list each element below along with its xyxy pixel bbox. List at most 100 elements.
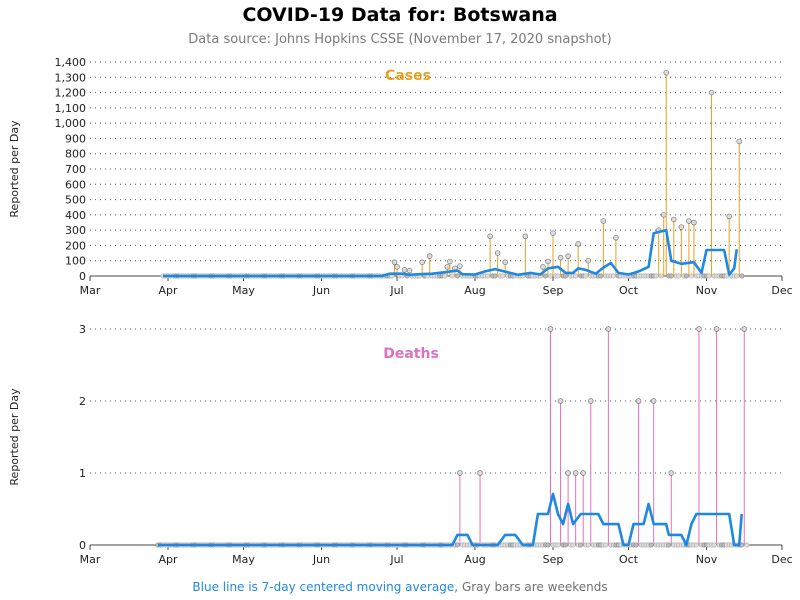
value-marker [557, 398, 564, 404]
x-tick-label: Dec [771, 284, 792, 297]
value-marker [741, 326, 748, 332]
value-marker [494, 250, 501, 256]
panel-title: Cases [385, 68, 431, 84]
y-tick-label: 100 [65, 255, 86, 268]
value-marker [457, 470, 463, 476]
panel-title: Deaths [383, 346, 439, 362]
x-tick-label: Aug [464, 284, 485, 297]
y-tick-label: 700 [65, 163, 86, 176]
value-marker [600, 218, 607, 224]
zero-value-marker [744, 542, 750, 548]
zero-value-marker [676, 273, 682, 279]
value-marker [686, 218, 692, 224]
value-marker [613, 235, 619, 241]
y-tick-label: 1,200 [55, 87, 87, 100]
moving-average-line [163, 228, 738, 278]
x-tick-label: Jul [389, 553, 403, 566]
value-marker [678, 224, 685, 230]
zero-value-marker [454, 542, 460, 548]
zero-value-marker [668, 273, 674, 279]
zero-value-marker [500, 273, 506, 279]
value-marker [650, 398, 657, 404]
value-marker [713, 326, 720, 332]
y-tick-label: 0 [79, 270, 86, 283]
zero-value-marker [583, 273, 589, 279]
value-marker [585, 257, 591, 264]
chart-subtitle: Data source: Johns Hopkins CSSE (Novembe… [188, 32, 612, 47]
x-tick-label: Jun [312, 284, 330, 297]
y-tick-label: 500 [65, 194, 86, 207]
value-marker [605, 326, 612, 332]
zero-value-marker [658, 273, 664, 279]
y-tick-label: 1,400 [55, 56, 87, 69]
zero-value-marker [542, 273, 548, 279]
zero-value-marker [603, 542, 609, 548]
x-tick-label: Aug [464, 553, 485, 566]
zero-value-marker [563, 273, 569, 279]
value-marker [726, 213, 732, 220]
x-tick-label: Apr [158, 553, 178, 566]
value-marker [540, 264, 546, 270]
x-tick-label: Apr [158, 284, 178, 297]
zero-value-marker [598, 273, 604, 279]
footer-average-note: Blue line is 7-day centered moving avera… [192, 580, 459, 594]
value-marker [557, 254, 564, 261]
y-tick-label: 400 [65, 209, 86, 222]
chart-footer: Blue line is 7-day centered moving avera… [0, 580, 800, 594]
value-marker [502, 259, 508, 265]
value-marker [691, 219, 697, 226]
zero-value-marker [648, 542, 654, 548]
value-marker [401, 267, 408, 273]
value-marker [487, 233, 493, 240]
value-marker [457, 263, 463, 269]
zero-value-marker [585, 542, 591, 548]
zero-value-marker [555, 542, 561, 548]
y-tick-label: 200 [65, 239, 86, 252]
x-tick-label: Sep [543, 284, 564, 297]
y-tick-label: 3 [79, 323, 86, 336]
value-marker [708, 89, 715, 96]
zero-value-marker [706, 273, 712, 279]
zero-value-marker [711, 542, 717, 548]
value-marker [426, 253, 433, 259]
zero-value-marker [454, 273, 460, 279]
zero-value-marker [449, 273, 455, 279]
zero-value-marker [633, 542, 639, 548]
y-tick-label: 300 [65, 224, 86, 237]
value-marker [545, 258, 551, 265]
value-marker [406, 267, 413, 274]
y-tick-label: 1,000 [55, 117, 87, 130]
zero-value-marker [492, 273, 498, 279]
zero-value-marker [563, 542, 569, 548]
zero-value-marker [485, 273, 491, 279]
chart-title: COVID-19 Data for: Botswana [242, 4, 558, 26]
value-marker [668, 470, 675, 476]
value-marker [565, 470, 571, 476]
x-tick-label: Oct [619, 284, 639, 297]
value-marker [580, 470, 586, 476]
x-tick-label: Mar [80, 553, 101, 566]
y-tick-label: 1,100 [55, 102, 87, 115]
x-tick-label: May [232, 553, 255, 566]
value-marker [671, 216, 677, 223]
x-tick-label: Jul [389, 284, 403, 297]
zero-value-marker [547, 273, 553, 279]
y-tick-label: 0 [79, 539, 86, 552]
y-tick-label: 2 [79, 395, 86, 408]
x-tick-label: Dec [771, 553, 792, 566]
zero-value-marker [573, 273, 579, 279]
zero-value-marker [734, 273, 740, 279]
value-marker [572, 470, 579, 476]
value-marker [391, 259, 398, 265]
y-tick-label: 900 [65, 132, 86, 145]
zero-value-marker [570, 542, 576, 548]
deaths-panel: 0 1 2 3 Reported per Day Deaths Mar Apr May Jun Ju… [8, 323, 793, 566]
x-tick-label: Nov [696, 553, 718, 566]
zero-value-marker [688, 273, 694, 279]
y-tick-label: 800 [65, 148, 86, 161]
value-marker [565, 253, 571, 259]
zero-value-marker [610, 273, 616, 279]
x-tick-label: May [232, 284, 255, 297]
x-tick-label: Mar [80, 284, 101, 297]
